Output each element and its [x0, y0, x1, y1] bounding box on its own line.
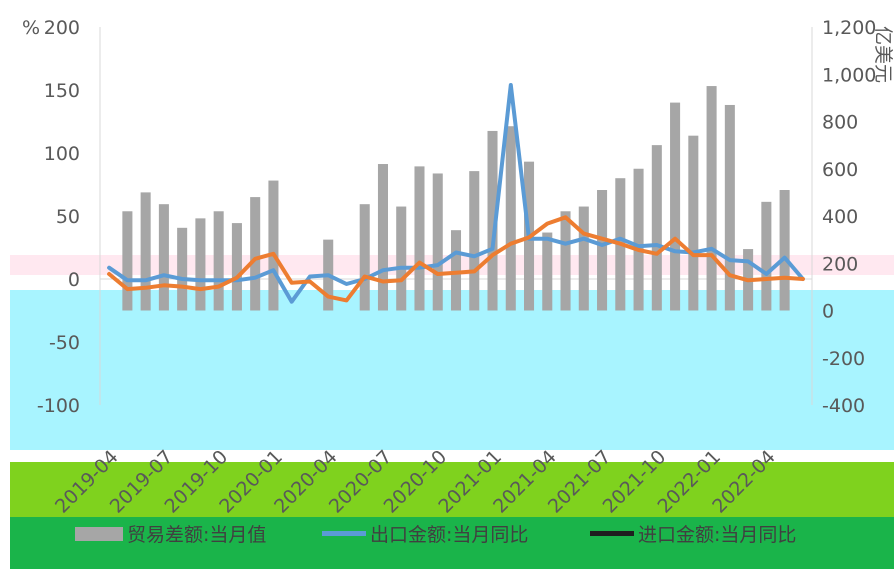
- bar-trade-balance: [122, 211, 133, 311]
- left-tick-label: -100: [37, 395, 80, 417]
- left-tick-label: 100: [44, 143, 80, 165]
- right-tick-label: -200: [822, 348, 865, 370]
- bar-trade-balance: [450, 230, 462, 311]
- bar-trade-balance: [779, 190, 790, 311]
- right-tick-label: 1,200: [822, 17, 876, 39]
- bar-trade-balance: [670, 102, 681, 311]
- legend-label-trade-balance: 贸易差额:当月值: [127, 524, 266, 546]
- right-tick-label: 600: [822, 159, 858, 181]
- bar-trade-balance: [158, 204, 169, 311]
- bar-trade-balance: [597, 190, 608, 311]
- bar-trade-balance: [761, 201, 772, 311]
- bar-trade-balance: [651, 145, 662, 311]
- bg-band-green: [10, 517, 894, 569]
- bar-trade-balance: [250, 197, 261, 311]
- bar-series: [122, 86, 790, 311]
- bar-trade-balance: [706, 86, 717, 311]
- legend-swatch-bar: [75, 527, 123, 541]
- bar-trade-balance: [414, 166, 425, 311]
- right-axis: 1,200 1,000 800 600 400 200 0 -200 -400: [811, 17, 876, 417]
- left-tick-label: 0: [68, 269, 80, 291]
- bar-trade-balance: [359, 204, 370, 311]
- left-tick-label: -50: [49, 332, 80, 354]
- bar-trade-balance: [213, 211, 224, 311]
- legend-swatch-import: [590, 531, 634, 536]
- bar-trade-balance: [560, 211, 571, 311]
- bar-trade-balance: [505, 126, 516, 311]
- right-axis-unit: 亿美元: [872, 26, 894, 83]
- bar-trade-balance: [432, 173, 443, 311]
- legend-swatch-export: [322, 531, 366, 536]
- bar-trade-balance: [268, 180, 279, 311]
- bar-trade-balance: [195, 218, 206, 311]
- bar-trade-balance: [487, 130, 498, 311]
- bar-trade-balance: [469, 171, 480, 311]
- bar-trade-balance: [396, 206, 407, 311]
- bar-trade-balance: [688, 135, 699, 311]
- left-tick-label: 150: [44, 80, 80, 102]
- legend-label-import: 进口金额:当月同比: [638, 524, 796, 546]
- line-import-yoy: [107, 215, 805, 303]
- line-series: [107, 83, 805, 304]
- right-tick-label: 200: [822, 253, 858, 275]
- right-tick-label: -400: [822, 395, 865, 417]
- bar-trade-balance: [177, 227, 188, 311]
- bar-trade-balance: [140, 192, 151, 311]
- right-tick-label: 1,000: [822, 64, 876, 86]
- bar-trade-balance: [231, 223, 242, 311]
- bar-trade-balance: [578, 206, 589, 311]
- left-tick-label: 50: [56, 206, 80, 228]
- bar-trade-balance: [633, 168, 644, 311]
- right-tick-label: 800: [822, 112, 858, 134]
- bg-band-cyan: [10, 290, 894, 450]
- bar-trade-balance: [377, 164, 388, 311]
- left-axis-unit: %: [22, 17, 40, 39]
- right-tick-label: 0: [822, 301, 834, 323]
- left-tick-label: 200: [44, 17, 80, 39]
- bar-trade-balance: [542, 232, 553, 311]
- bar-trade-balance: [724, 104, 735, 311]
- right-tick-label: 400: [822, 206, 858, 228]
- legend-label-export: 出口金额:当月同比: [370, 524, 528, 546]
- bg-band-lime: [10, 462, 894, 517]
- legend: 贸易差额:当月值 出口金额:当月同比 进口金额:当月同比: [75, 524, 796, 546]
- left-axis: 200 150 100 50 0 -50 -100: [37, 17, 812, 417]
